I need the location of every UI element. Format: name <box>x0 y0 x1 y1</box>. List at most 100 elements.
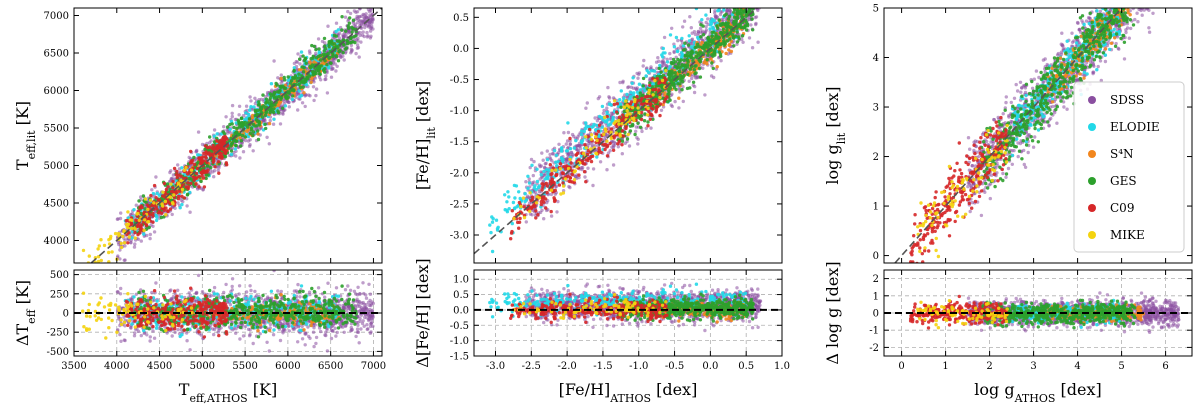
data-point <box>205 164 210 168</box>
data-point <box>122 258 127 262</box>
data-point <box>359 40 363 44</box>
data-point <box>201 169 206 174</box>
data-point <box>301 70 306 74</box>
data-point <box>307 93 311 97</box>
data-point <box>333 305 337 309</box>
data-point <box>234 121 238 125</box>
data-point <box>267 328 272 333</box>
data-point <box>246 315 250 319</box>
data-point <box>317 68 321 73</box>
data-point <box>317 75 322 80</box>
data-point <box>152 336 157 340</box>
data-point <box>350 25 354 29</box>
data-point <box>174 173 179 177</box>
data-point <box>229 152 234 157</box>
data-point <box>307 49 312 53</box>
data-point <box>355 14 359 19</box>
data-point <box>341 303 345 308</box>
data-point <box>316 286 321 290</box>
data-point <box>355 10 360 14</box>
data-point <box>212 327 217 332</box>
data-point <box>164 187 169 192</box>
data-point <box>325 349 330 353</box>
data-point <box>337 31 342 35</box>
data-point <box>329 75 334 79</box>
data-point <box>342 330 346 334</box>
data-point <box>354 51 358 56</box>
data-point <box>331 319 335 323</box>
data-point <box>311 85 316 89</box>
data-point <box>324 330 328 334</box>
data-point <box>334 54 338 58</box>
data-point <box>353 22 358 26</box>
data-point <box>330 42 334 46</box>
data-point <box>322 36 327 41</box>
data-point <box>327 45 331 49</box>
data-point <box>270 296 274 300</box>
data-point <box>255 124 259 128</box>
data-point <box>277 94 281 99</box>
data-point <box>349 40 353 45</box>
data-point <box>232 125 236 130</box>
data-point <box>261 316 265 320</box>
data-point <box>148 236 152 241</box>
data-point <box>317 47 321 51</box>
data-point <box>313 323 317 327</box>
data-point <box>164 206 168 210</box>
data-point <box>197 157 201 161</box>
data-point <box>298 57 302 61</box>
data-point <box>235 130 239 134</box>
data-point <box>139 226 143 231</box>
data-point <box>297 76 301 80</box>
data-point <box>323 70 327 74</box>
data-point <box>259 296 264 301</box>
data-point <box>147 225 151 230</box>
data-point <box>176 163 180 167</box>
data-point <box>151 296 156 300</box>
data-point <box>279 73 283 77</box>
data-point <box>196 153 200 157</box>
data-point <box>297 68 302 72</box>
data-point <box>368 292 373 296</box>
data-point <box>314 87 319 91</box>
data-point <box>308 65 313 70</box>
data-point <box>296 52 300 56</box>
data-point <box>334 334 338 338</box>
data-point <box>264 97 269 101</box>
data-point <box>204 176 208 181</box>
data-point <box>348 36 353 41</box>
data-point <box>137 199 141 203</box>
data-point <box>280 329 285 333</box>
data-point <box>257 123 262 127</box>
data-point <box>212 332 216 337</box>
data-point <box>182 168 187 172</box>
data-point <box>360 33 365 37</box>
data-point <box>248 131 253 135</box>
data-point <box>358 319 362 323</box>
data-point <box>342 43 346 47</box>
data-point <box>143 218 147 222</box>
data-point <box>298 62 302 66</box>
data-point <box>154 175 158 179</box>
data-point <box>213 165 217 169</box>
data-point <box>126 210 130 214</box>
data-point <box>200 142 205 147</box>
data-point <box>340 28 344 32</box>
data-point <box>192 155 196 160</box>
data-point <box>237 104 242 109</box>
data-point <box>133 242 137 246</box>
data-point <box>154 196 158 200</box>
data-point <box>248 297 252 301</box>
data-point <box>239 116 244 121</box>
data-point <box>351 306 355 310</box>
data-point <box>318 58 323 62</box>
data-point <box>243 324 248 329</box>
data-point <box>194 171 199 176</box>
data-point <box>215 292 219 296</box>
data-point <box>96 259 101 263</box>
data-point <box>81 248 86 253</box>
data-point <box>286 100 291 105</box>
data-point <box>229 326 234 330</box>
data-point <box>224 282 228 287</box>
data-point <box>278 88 282 93</box>
